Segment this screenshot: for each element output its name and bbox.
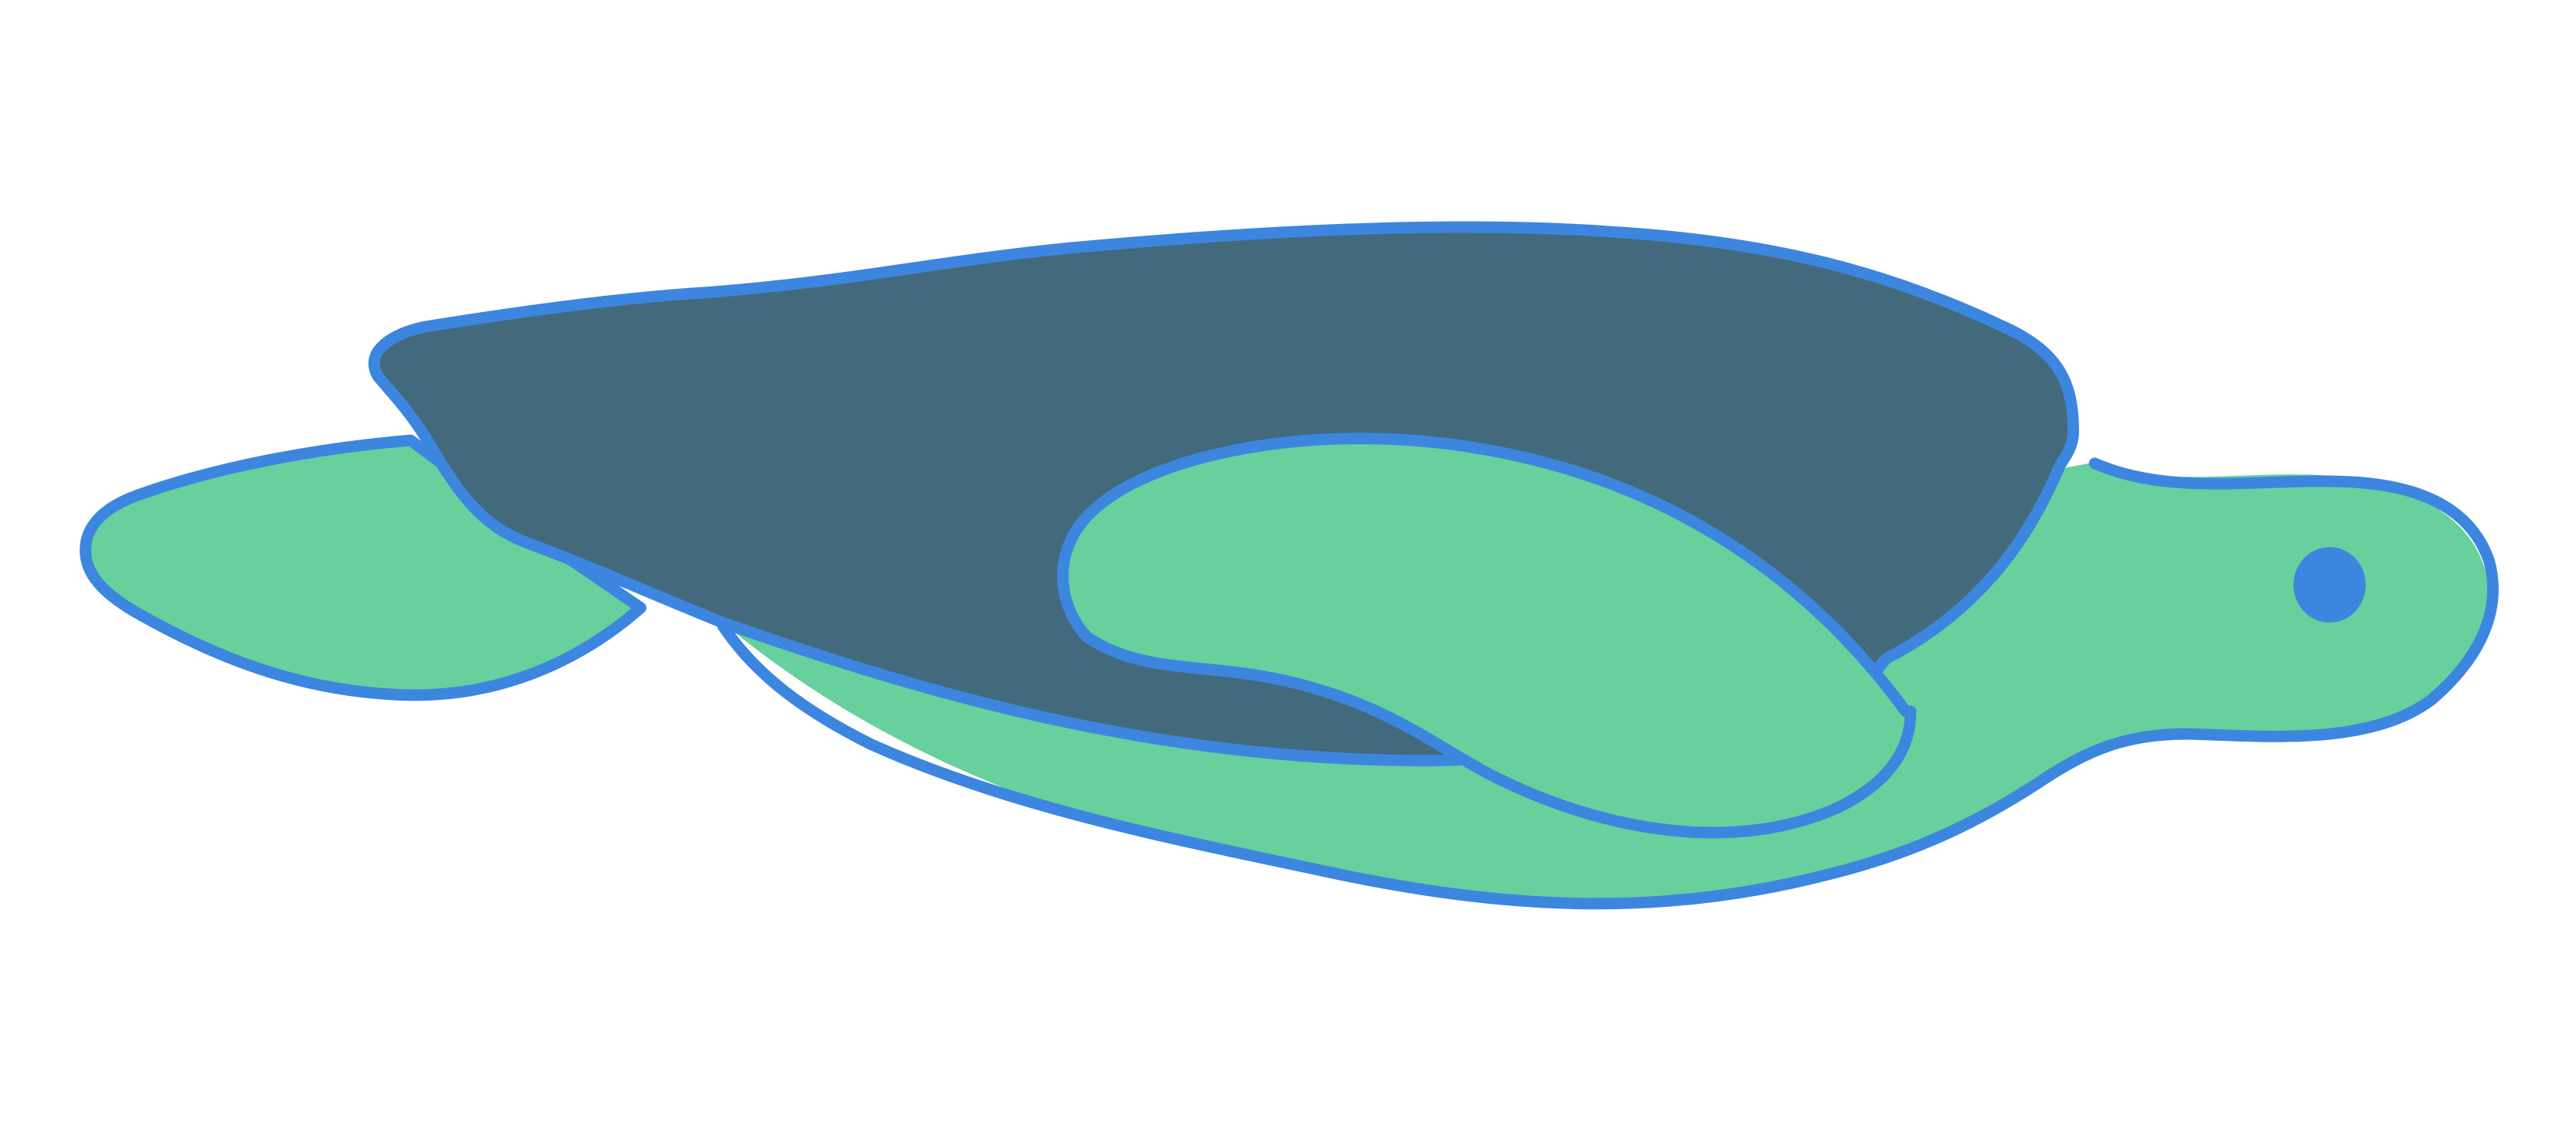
eye-icon (2293, 547, 2366, 623)
rear-flipper (1057, 433, 1917, 839)
front-flipper (80, 434, 647, 701)
body-outline (717, 457, 2499, 910)
